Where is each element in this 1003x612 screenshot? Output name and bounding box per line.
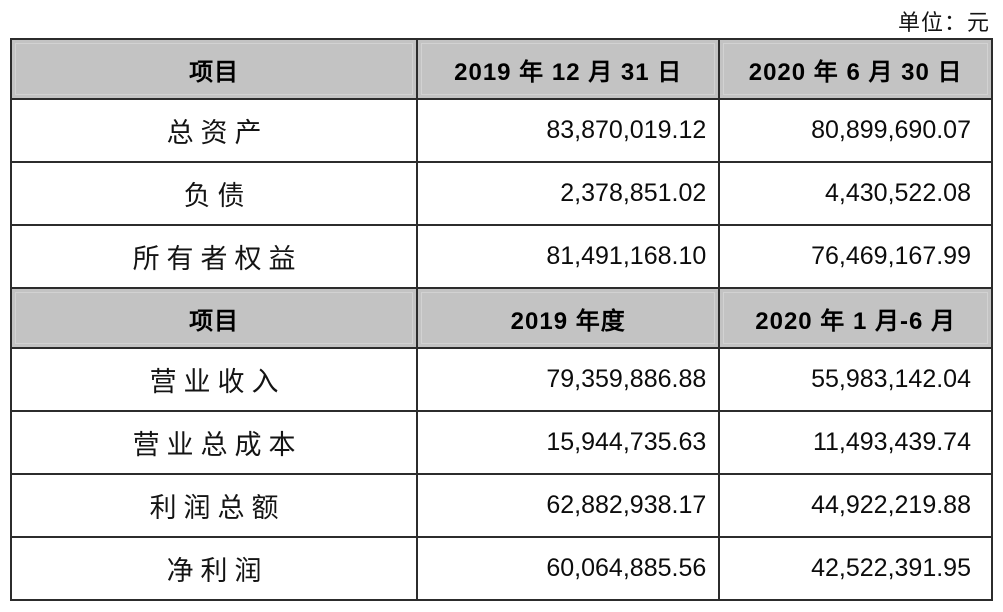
row-label: 所有者权益 — [9, 224, 419, 289]
value-period-2: 4,430,522.08 — [718, 161, 993, 226]
header-text: 2020 年 6 月 30 日 — [748, 58, 963, 86]
header-text: 项目 — [189, 307, 240, 335]
value-period-2: 76,469,167.99 — [718, 224, 993, 289]
table-row: 营业收入 79,359,886.88 55,983,142.04 — [9, 347, 993, 412]
value-period-2: 11,493,439.74 — [718, 410, 993, 475]
section-header-row: 项目 2019 年 12 月 31 日 2020 年 6 月 30 日 — [9, 38, 993, 100]
table-row: 总资产 83,870,019.12 80,899,690.07 — [9, 98, 993, 163]
row-label: 净利润 — [9, 536, 419, 601]
section-header-period-2: 2020 年 1 月-6 月 — [718, 287, 993, 349]
section-header-period-1: 2019 年 12 月 31 日 — [416, 38, 721, 100]
value-period-1: 2,378,851.02 — [416, 161, 721, 226]
row-label: 利润总额 — [9, 473, 419, 538]
section-header-item: 项目 — [9, 287, 419, 349]
value-period-2: 55,983,142.04 — [718, 347, 993, 412]
financial-summary-table: 项目 2019 年 12 月 31 日 2020 年 6 月 30 日总资产 83,8… — [9, 38, 993, 601]
table-row: 负债 2,378,851.02 4,430,522.08 — [9, 161, 993, 226]
row-label: 营业收入 — [9, 347, 419, 412]
value-period-1: 60,064,885.56 — [416, 536, 721, 601]
value-period-1: 62,882,938.17 — [416, 473, 721, 538]
header-text: 2019 年度 — [510, 307, 626, 335]
table-row: 所有者权益 81,491,168.10 76,469,167.99 — [9, 224, 993, 289]
value-period-1: 15,944,735.63 — [416, 410, 721, 475]
value-period-1: 83,870,019.12 — [416, 98, 721, 163]
section-header-period-2: 2020 年 6 月 30 日 — [718, 38, 993, 100]
value-period-2: 44,922,219.88 — [718, 473, 993, 538]
section-header-period-1: 2019 年度 — [416, 287, 721, 349]
header-text: 2020 年 1 月-6 月 — [755, 307, 956, 335]
table-row: 利润总额 62,882,938.17 44,922,219.88 — [9, 473, 993, 538]
header-text: 项目 — [189, 58, 240, 86]
table-row: 营业总成本 15,944,735.63 11,493,439.74 — [9, 410, 993, 475]
section-header-row: 项目 2019 年度 2020 年 1 月-6 月 — [9, 287, 993, 349]
section-header-item: 项目 — [9, 38, 419, 100]
financial-table-body: 项目 2019 年 12 月 31 日 2020 年 6 月 30 日总资产 83,8… — [9, 38, 993, 601]
row-label: 总资产 — [9, 98, 419, 163]
header-text: 2019 年 12 月 31 日 — [454, 58, 683, 86]
value-period-1: 81,491,168.10 — [416, 224, 721, 289]
row-label: 负债 — [9, 161, 419, 226]
value-period-2: 80,899,690.07 — [718, 98, 993, 163]
row-label: 营业总成本 — [9, 410, 419, 475]
value-period-2: 42,522,391.95 — [718, 536, 993, 601]
value-period-1: 79,359,886.88 — [416, 347, 721, 412]
table-row: 净利润 60,064,885.56 42,522,391.95 — [9, 536, 993, 601]
unit-label: 单位：元 — [897, 10, 990, 35]
